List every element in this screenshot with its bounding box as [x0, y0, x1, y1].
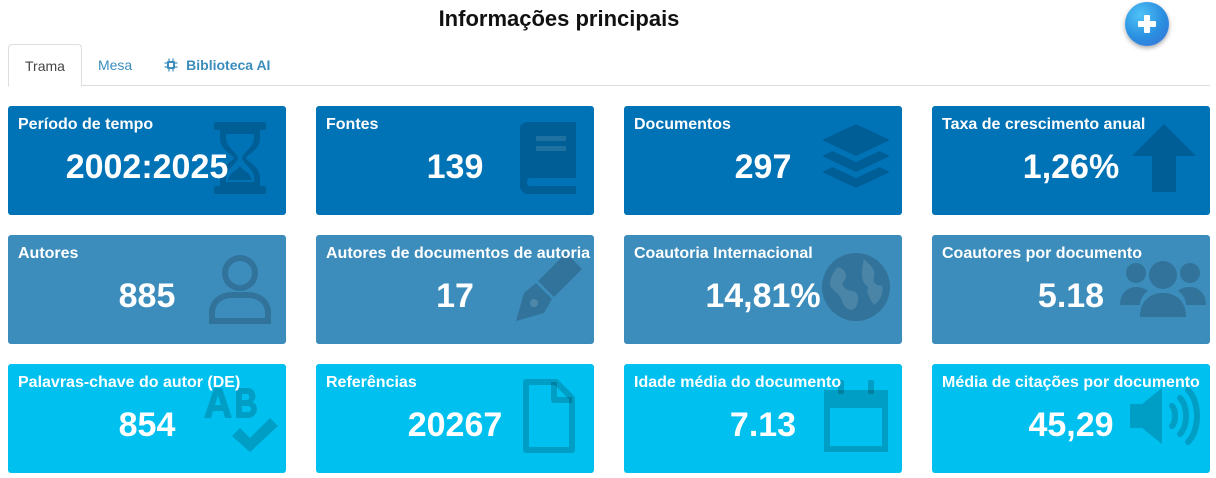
- users-icon: [1118, 249, 1208, 325]
- info-box-international-coauthorship: Coautoria Internacional 14,81%: [624, 235, 902, 344]
- info-box-authors: Autores 885: [8, 235, 286, 344]
- info-box-label: Autores: [18, 245, 79, 262]
- info-box-value: 854: [118, 406, 176, 444]
- layers-icon: [818, 120, 894, 196]
- info-box-coauthors-per-doc: Coautores por documento 5.18: [932, 235, 1210, 344]
- info-box-label: Referências: [326, 374, 417, 391]
- info-box-value: 2002:2025: [65, 148, 229, 186]
- hourglass-icon: [202, 120, 278, 196]
- info-box-avg-doc-age: Idade média do documento 7.13: [624, 364, 902, 473]
- arrow-up-icon: [1126, 120, 1202, 196]
- info-box-avg-citations: Média de citações por documento 45,29: [932, 364, 1210, 473]
- globe-icon: [818, 249, 894, 325]
- volume-icon: [1126, 378, 1202, 454]
- info-box-label: Período de tempo: [18, 116, 154, 133]
- info-box-sources: Fontes 139: [316, 106, 594, 215]
- chip-icon: [164, 58, 178, 72]
- info-box-value: 297: [734, 148, 792, 186]
- tab-biblioteca-ai[interactable]: Biblioteca AI: [148, 44, 286, 86]
- info-box-period: Período de tempo 2002:2025: [8, 106, 286, 215]
- info-box-label: Média de citações por documento: [942, 374, 1200, 391]
- info-box-label: Coautoria Internacional: [634, 245, 813, 262]
- info-box-value: 17: [436, 277, 474, 315]
- tab-label: Mesa: [97, 57, 133, 73]
- info-box-value: 7.13: [729, 406, 797, 444]
- info-box-value: 20267: [407, 406, 503, 444]
- user-icon: [202, 249, 278, 325]
- info-box-label: Fontes: [326, 116, 379, 133]
- info-box-label: Coautores por documento: [942, 245, 1143, 262]
- info-box-value: 139: [426, 148, 484, 186]
- info-box-value: 885: [118, 277, 176, 315]
- info-box-author-keywords: Palavras-chave do autor (DE) 854: [8, 364, 286, 473]
- book-icon: [510, 120, 586, 196]
- info-box-documents: Documentos 297: [624, 106, 902, 215]
- info-box-references: Referências 20267: [316, 364, 594, 473]
- info-box-value: 14,81%: [705, 277, 821, 315]
- info-box-value: 5.18: [1037, 277, 1105, 315]
- pen-nib-icon: [510, 249, 586, 325]
- tab-bar: Trama Mesa Biblioteca AI: [8, 44, 1210, 87]
- tab-label: Trama: [25, 57, 65, 74]
- page-title: Informações principais: [438, 6, 680, 31]
- tab-trama[interactable]: Trama: [8, 44, 82, 87]
- plus-icon: [1138, 15, 1156, 33]
- info-box-label: Idade média do documento: [634, 374, 842, 391]
- info-box-single-authors: Autores de documentos de autoria 17: [316, 235, 594, 344]
- tab-label: Biblioteca AI: [186, 57, 271, 73]
- info-box-label: Taxa de crescimento anual: [942, 116, 1146, 133]
- calendar-icon: [818, 378, 894, 454]
- info-box-growth-rate: Taxa de crescimento anual 1,26%: [932, 106, 1210, 215]
- spell-check-icon: [202, 378, 278, 454]
- info-box-grid: Período de tempo 2002:2025 Fontes 139: [8, 106, 1210, 473]
- info-box-value: 1,26%: [1022, 148, 1120, 186]
- info-box-label: Autores de documentos de autoria: [326, 245, 591, 262]
- info-box-label: Documentos: [634, 116, 731, 133]
- info-box-value: 45,29: [1028, 406, 1114, 444]
- add-button[interactable]: [1125, 2, 1169, 46]
- tab-mesa[interactable]: Mesa: [82, 44, 148, 86]
- file-icon: [510, 378, 586, 454]
- info-box-label: Palavras-chave do autor (DE): [18, 374, 241, 391]
